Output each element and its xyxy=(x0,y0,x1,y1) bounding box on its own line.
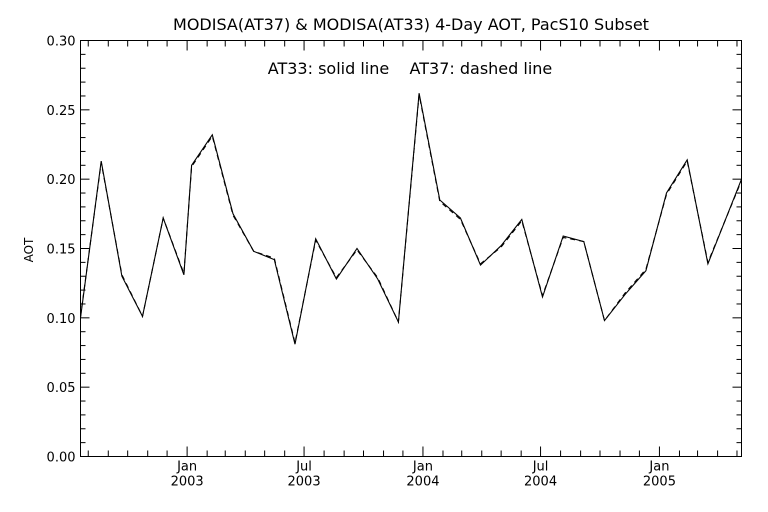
y-axis-label: AOT xyxy=(22,237,36,262)
x-tick-label-month: Jul xyxy=(532,460,549,475)
x-tick-label-month: Jan xyxy=(648,460,669,475)
y-tick-label: 0.25 xyxy=(47,104,76,119)
x-tick-label-month: Jan xyxy=(176,460,197,475)
y-tick-label: 0.20 xyxy=(47,173,76,188)
x-tick-label-year: 2004 xyxy=(524,475,557,490)
series-layer xyxy=(79,93,743,345)
plot-frame xyxy=(80,40,742,457)
y-tick-label: 0.10 xyxy=(47,312,76,327)
x-tick-label-year: 2003 xyxy=(171,475,204,490)
x-tick-label-month: Jul xyxy=(295,460,312,475)
series-line-at37 xyxy=(79,94,743,343)
y-tick-label: 0.00 xyxy=(47,451,76,466)
x-tick-label-month: Jan xyxy=(412,460,433,475)
y-axis: 0.00 0.05 0.10 0.15 0.20 0.25 0.30 xyxy=(47,35,742,466)
y-tick-label: 0.15 xyxy=(47,243,76,258)
series-line-at33 xyxy=(79,93,743,345)
x-tick-label-year: 2004 xyxy=(406,475,439,490)
x-tick-label-year: 2003 xyxy=(288,475,321,490)
y-tick-label: 0.30 xyxy=(47,35,76,50)
chart-title: MODISA(AT37) & MODISA(AT33) 4-Day AOT, P… xyxy=(173,15,649,34)
y-tick-label: 0.05 xyxy=(47,381,76,396)
series-annotation: AT33: solid line AT37: dashed line xyxy=(268,59,553,78)
x-tick-label-year: 2005 xyxy=(643,475,676,490)
